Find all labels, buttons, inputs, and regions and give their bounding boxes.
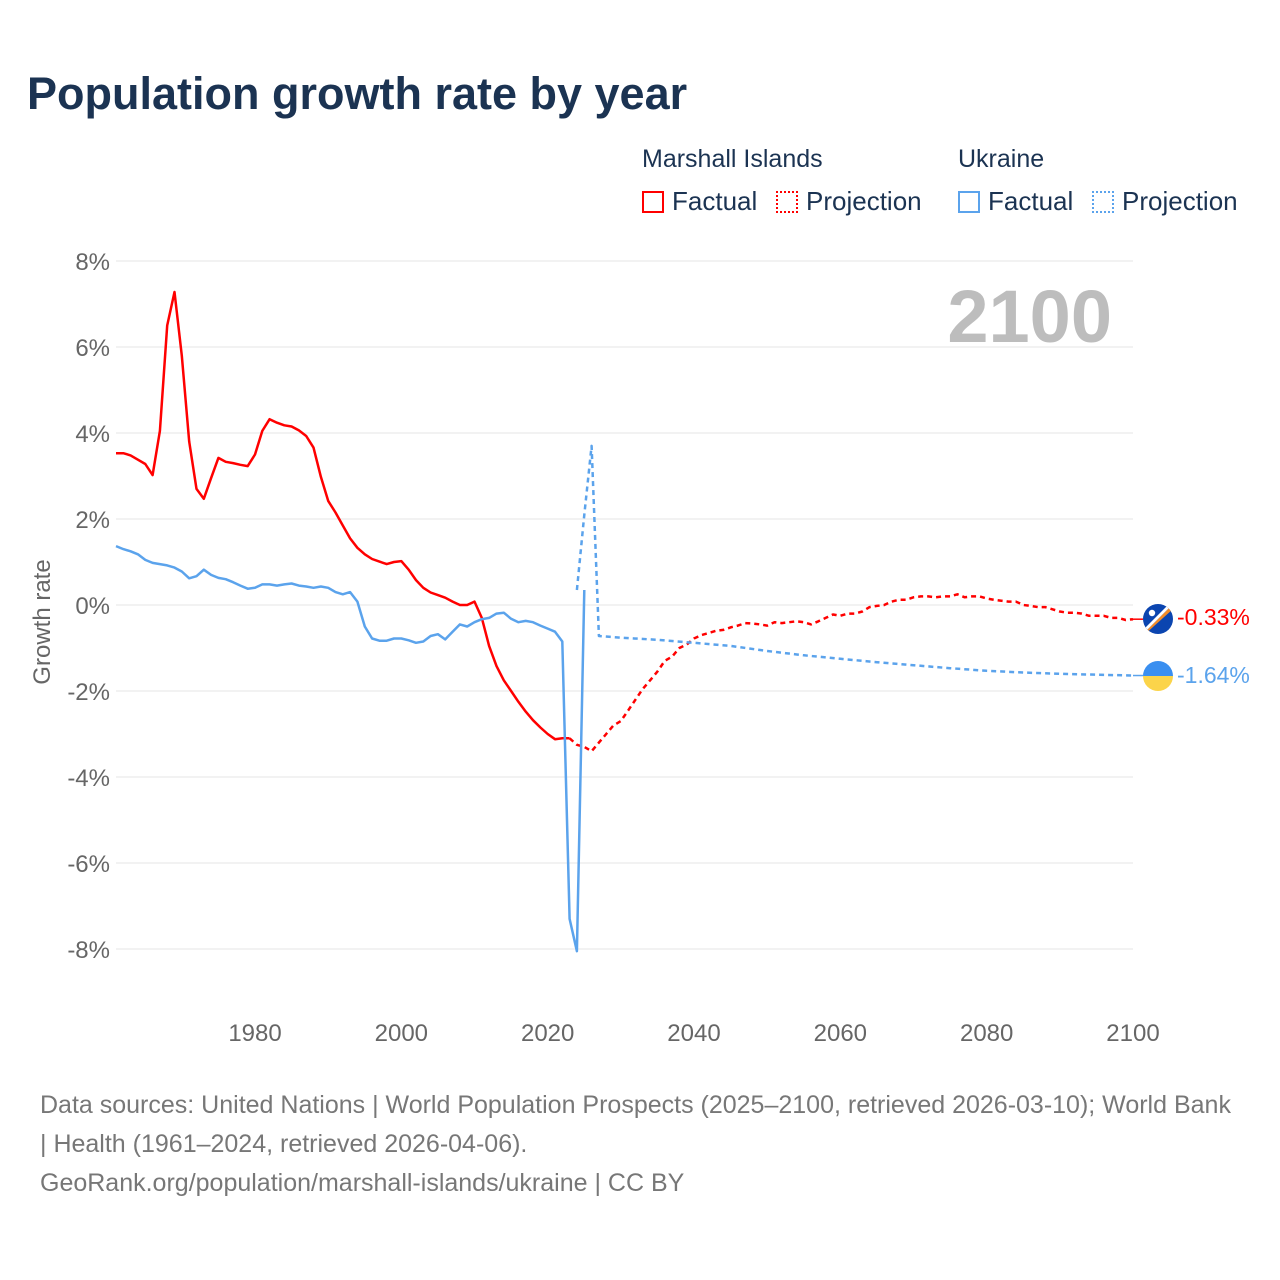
flag-marshall-islands-icon: [1143, 604, 1173, 634]
y-tick-label: -8%: [67, 937, 110, 964]
y-tick-label: -4%: [67, 765, 110, 792]
x-tick-label: 2020: [521, 1020, 574, 1047]
y-axis-label: Growth rate: [29, 559, 56, 684]
legend-label: Projection: [1122, 186, 1238, 216]
legend-ukraine-factual[interactable]: Factual: [958, 186, 1073, 217]
end-label-ukraine: -1.64%: [1177, 662, 1250, 688]
footer-sources: Data sources: United Nations | World Pop…: [40, 1091, 1231, 1158]
x-tick-label: 2100: [1106, 1020, 1159, 1047]
chart-title: Population growth rate by year: [27, 68, 688, 119]
legend-label: Projection: [806, 186, 922, 216]
flag-ukraine-icon: [1143, 661, 1173, 691]
legend-ukraine-projection[interactable]: Projection: [1092, 186, 1238, 217]
y-tick-label: 4%: [75, 421, 110, 448]
legend-swatch-solid: [642, 190, 664, 213]
x-tick-label: 2000: [375, 1020, 428, 1047]
y-tick-label: 0%: [75, 593, 110, 620]
legend-swatch-solid: [958, 190, 980, 213]
x-tick-label: 2080: [960, 1020, 1013, 1047]
series-marshall-islands-projection: [568, 593, 1134, 753]
series-ukraine-projection: [575, 444, 1134, 677]
y-tick-label: -2%: [67, 679, 110, 706]
y-tick-label: -6%: [67, 851, 110, 878]
legend-marshall-factual[interactable]: Factual: [642, 186, 757, 217]
legend-swatch-dotted: [1092, 190, 1114, 213]
legend-marshall-projection[interactable]: Projection: [776, 186, 922, 217]
legend-group-marshall-islands: Marshall Islands: [642, 145, 823, 173]
end-label-marshall-islands: -0.33%: [1177, 604, 1250, 630]
legend-group-ukraine: Ukraine: [958, 145, 1045, 173]
legend-label: Factual: [988, 186, 1074, 216]
y-tick-label: 8%: [75, 249, 110, 276]
legend-label: Factual: [672, 186, 758, 216]
y-tick-label: 2%: [75, 507, 110, 534]
year-watermark: 2100: [947, 275, 1112, 358]
x-tick-label: 2040: [667, 1020, 720, 1047]
series-ukraine-factual: [115, 544, 586, 953]
x-tick-label: 2060: [814, 1020, 867, 1047]
footer-credit[interactable]: GeoRank.org/population/marshall-islands/…: [40, 1169, 685, 1197]
y-tick-label: 6%: [75, 335, 110, 362]
x-tick-label: 1980: [228, 1020, 281, 1047]
legend-swatch-dotted: [776, 190, 798, 213]
series-marshall-islands-factual: [116, 290, 570, 741]
